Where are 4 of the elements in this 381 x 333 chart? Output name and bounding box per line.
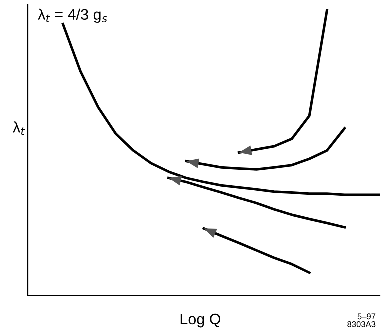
- x-axis-title: Log Q: [180, 314, 221, 328]
- annotation: λ$_{t}$ = 4/3 g$_{s}$: [38, 8, 108, 24]
- text: 5–97 8303A3: [348, 314, 376, 328]
- y-axis-title: λ$_{t}$: [13, 122, 26, 136]
